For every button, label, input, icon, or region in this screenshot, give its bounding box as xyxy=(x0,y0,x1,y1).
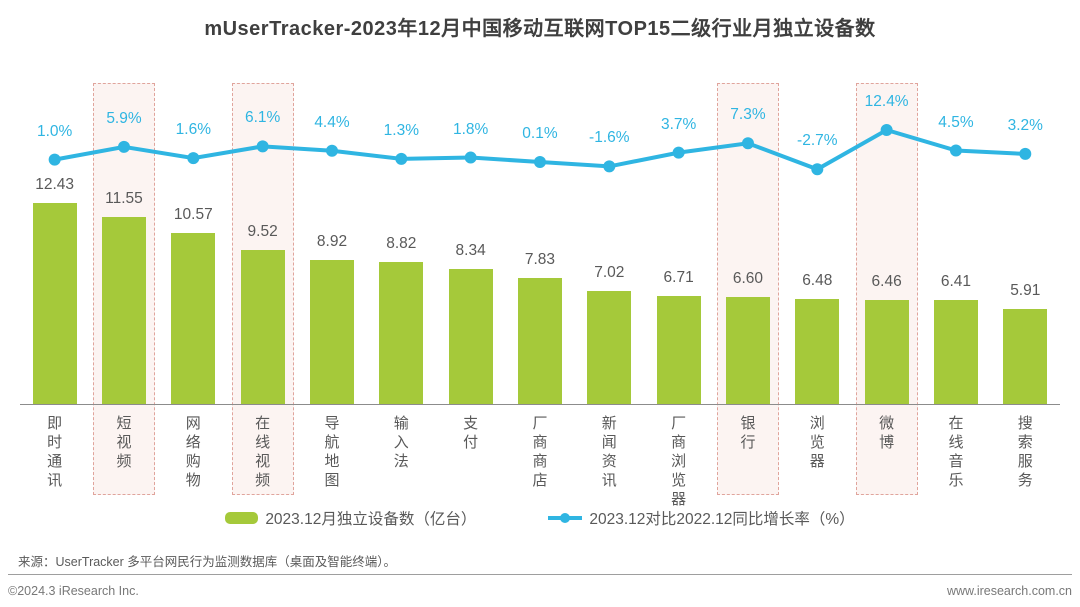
bar xyxy=(587,290,632,404)
website-link[interactable]: www.iresearch.com.cn xyxy=(946,584,1072,598)
bar xyxy=(171,233,216,404)
bar xyxy=(725,297,770,404)
line-series-swatch xyxy=(548,511,583,525)
category-label: 浏 览 器 xyxy=(809,415,825,470)
category-label: 银 行 xyxy=(740,415,756,451)
growth-value-label: 1.3% xyxy=(383,121,419,139)
bar xyxy=(240,250,285,404)
category-label: 支 付 xyxy=(463,415,479,451)
x-axis-line xyxy=(20,404,1060,405)
category-label: 网 络 购 物 xyxy=(185,415,201,489)
legend-bar-label: 2023.12月独立设备数（亿台） xyxy=(265,511,477,528)
legend-line-label: 2023.12对比2022.12同比增长率（%） xyxy=(589,511,855,528)
copyright-text: ©2024.3 iResearch Inc. xyxy=(8,584,139,598)
legend-item-bar: 2023.12月独立设备数（亿台） xyxy=(225,507,476,529)
growth-point xyxy=(811,163,824,176)
bar xyxy=(864,299,909,404)
category-label: 搜 索 服 务 xyxy=(1017,415,1033,489)
page-title: mUserTracker-2023年12月中国移动互联网TOP15二级行业月独立… xyxy=(204,18,876,40)
legend-item-line: 2023.12对比2022.12同比增长率（%） xyxy=(548,507,855,529)
bar-value-label: 12.43 xyxy=(35,176,75,194)
bar xyxy=(379,261,424,404)
growth-point xyxy=(1019,147,1032,160)
bar-value-label: 7.83 xyxy=(524,250,556,268)
bar xyxy=(933,300,978,404)
category-label: 在 线 音 乐 xyxy=(948,415,964,489)
bar xyxy=(517,277,562,404)
growth-value-label: 3.2% xyxy=(1007,116,1043,134)
bar-value-label: 6.48 xyxy=(802,272,833,290)
category-label: 在 线 视 频 xyxy=(255,415,271,489)
category-label: 导 航 地 图 xyxy=(324,415,340,489)
bar-value-label: 9.52 xyxy=(247,223,278,241)
bar-value-label: 5.91 xyxy=(1010,281,1041,299)
footer-divider xyxy=(8,574,1072,575)
growth-value-label: -2.7% xyxy=(797,132,838,150)
bar-value-label: 8.82 xyxy=(386,234,417,252)
bar-value-label: 8.34 xyxy=(455,242,486,260)
growth-point xyxy=(395,152,408,165)
growth-value-label: 1.0% xyxy=(36,122,73,140)
category-label: 短 视 频 xyxy=(116,415,132,470)
bar-value-label: 7.02 xyxy=(594,263,625,281)
bar-value-label: 6.46 xyxy=(871,272,902,290)
growth-point xyxy=(48,153,61,166)
bar-value-label: 6.60 xyxy=(732,270,764,288)
bar-value-label: 8.92 xyxy=(316,232,348,250)
category-label: 即 时 通 讯 xyxy=(47,415,63,489)
growth-value-label: 12.4% xyxy=(864,93,909,110)
growth-value-label: 4.5% xyxy=(938,113,974,131)
growth-point xyxy=(672,146,685,159)
bar xyxy=(101,217,146,404)
bar-value-label: 10.57 xyxy=(173,206,213,224)
growth-point xyxy=(464,151,477,164)
growth-point xyxy=(603,160,616,173)
bar xyxy=(309,259,354,404)
growth-value-label: 4.4% xyxy=(314,113,350,131)
growth-value-label: 0.1% xyxy=(522,124,558,142)
growth-value-label: -1.6% xyxy=(589,129,630,147)
bar-series-swatch xyxy=(225,512,259,524)
source-note: 来源：UserTracker 多平台网民行为监测数据库（桌面及智能终端）。 xyxy=(18,555,397,569)
growth-value-label: 5.9% xyxy=(106,109,142,127)
growth-point xyxy=(325,144,338,157)
category-label: 新 闻 资 讯 xyxy=(601,415,617,489)
bar xyxy=(1003,308,1048,404)
category-label: 厂 商 商 店 xyxy=(532,415,548,489)
combo-chart: 12.43 11.55 10.57 9.52 8.92 8.82 8.34 7.83 7.02 6… xyxy=(20,83,1060,508)
category-label: 输 入 法 xyxy=(393,415,409,470)
growth-value-label: 7.3% xyxy=(730,106,766,124)
growth-point xyxy=(187,152,200,165)
bar-value-label: 11.55 xyxy=(105,190,143,208)
bar xyxy=(656,295,701,404)
bar-value-label: 6.41 xyxy=(940,273,972,291)
bar xyxy=(448,269,493,404)
bar xyxy=(795,299,840,404)
bar xyxy=(32,203,77,404)
chart-legend: 2023.12月独立设备数（亿台） 2023.12对比2022.12同比增长率（… xyxy=(0,505,1080,531)
growth-value-label: 1.8% xyxy=(452,120,489,138)
category-label: 厂 商 浏 览 器 xyxy=(671,415,687,508)
growth-value-label: 1.6% xyxy=(175,121,211,139)
bar-value-label: 6.71 xyxy=(663,268,694,286)
growth-point xyxy=(949,144,962,157)
growth-value-label: 6.1% xyxy=(244,109,281,127)
growth-value-label: 3.7% xyxy=(660,115,697,133)
growth-point xyxy=(533,155,546,168)
category-label: 微 博 xyxy=(879,415,895,451)
